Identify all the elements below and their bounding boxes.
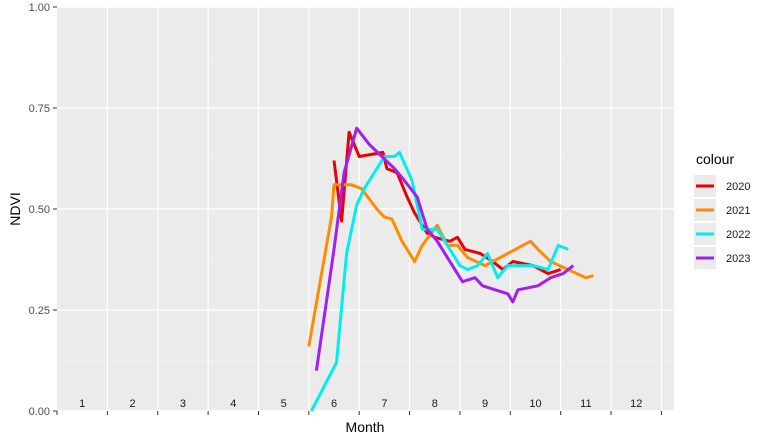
x-tick-label: 11	[580, 398, 591, 410]
y-tick-label: 0.00	[29, 406, 50, 418]
x-tick-label: 8	[432, 398, 438, 410]
x-tick-label: 7	[381, 398, 387, 410]
legend-title: colour	[696, 151, 734, 167]
legend-items: 2020 2021 2022 2023	[694, 175, 750, 269]
legend-label-2021: 2021	[726, 205, 750, 217]
x-tick-layer: 1 2 3 4 5 6 7 8 9 10 11 12	[56, 398, 662, 415]
legend-label-2023: 2023	[726, 253, 750, 265]
y-axis-label: NDVI	[7, 192, 23, 225]
series-line-2021	[307, 183, 594, 347]
x-axis-label: Month	[346, 419, 385, 435]
y-tick-label: 0.75	[29, 103, 50, 115]
y-tick-label: 0.25	[29, 305, 50, 317]
grid-layer	[57, 6, 674, 412]
y-tick-label: 1.00	[29, 2, 50, 14]
x-tick-label: 6	[331, 398, 337, 410]
legend: colour 2020 2021 2022 2023	[694, 151, 750, 269]
x-tick-label: 5	[281, 398, 287, 410]
x-tick-label: 1	[79, 398, 85, 410]
series-layer	[307, 126, 594, 412]
x-tick-label: 4	[230, 398, 236, 410]
x-tick-label: 2	[129, 398, 135, 410]
x-tick-label: 3	[180, 398, 186, 410]
legend-label-2020: 2020	[726, 181, 750, 193]
x-tick-label: 12	[630, 398, 642, 410]
x-tick-label: 9	[482, 398, 488, 410]
x-tick-label: 10	[529, 398, 541, 410]
series-line-2022	[310, 150, 569, 412]
y-tick-layer: 0.00 0.25 0.50 0.75 1.00	[29, 2, 57, 418]
series-line-2023	[314, 126, 575, 371]
y-tick-label: 0.50	[29, 204, 50, 216]
legend-label-2022: 2022	[726, 229, 750, 241]
